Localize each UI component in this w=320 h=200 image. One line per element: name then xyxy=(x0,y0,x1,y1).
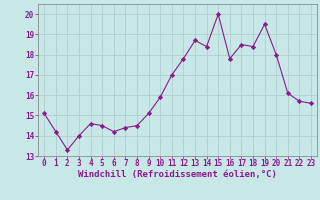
X-axis label: Windchill (Refroidissement éolien,°C): Windchill (Refroidissement éolien,°C) xyxy=(78,170,277,179)
